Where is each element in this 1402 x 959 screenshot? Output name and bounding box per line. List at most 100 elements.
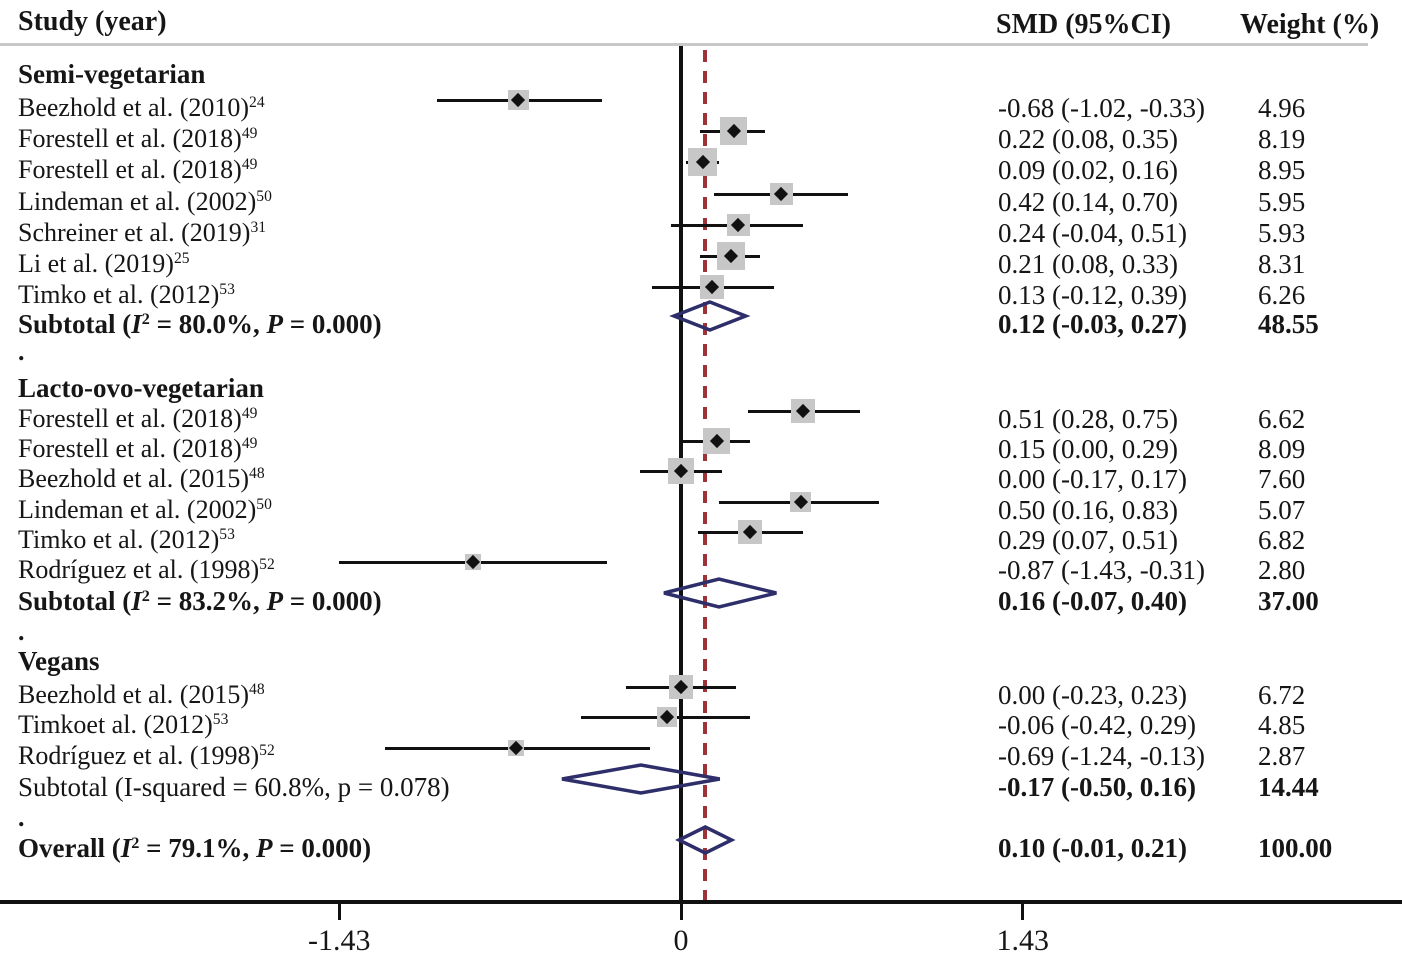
subtotal-label-text: P xyxy=(266,309,284,339)
overall-label-text: = 0.000) xyxy=(272,833,372,863)
group-header: Lacto-ovo-vegetarian xyxy=(18,372,264,404)
column-header-smd: SMD (95%CI) xyxy=(996,9,1171,40)
section-separator-dot-text: . xyxy=(18,337,25,366)
weight-value: 2.87 xyxy=(1258,740,1305,772)
study-label: Rodríguez et al. (1998)52 xyxy=(18,740,275,772)
smd-value: 0.29 (0.07, 0.51) xyxy=(998,524,1178,556)
axis-tick-label: 0 xyxy=(621,925,741,957)
overall-smd-value-text: 0.10 (-0.01, 0.21) xyxy=(998,833,1187,863)
axis-tick-label: 1.43 xyxy=(963,925,1083,957)
study-label-text: 49 xyxy=(241,125,258,143)
weight-value: 4.85 xyxy=(1258,709,1305,741)
study-label-text: Forestell et al. (2018) xyxy=(18,155,242,184)
study-label-text: 53 xyxy=(219,281,235,299)
smd-value-text: -0.68 (-1.02, -0.33) xyxy=(998,93,1205,123)
study-label-text: Li et al. (2019) xyxy=(18,249,174,278)
smd-value: -0.87 (-1.43, -0.31) xyxy=(998,554,1205,586)
weight-value: 5.95 xyxy=(1258,186,1305,218)
smd-value-text: 0.13 (-0.12, 0.39) xyxy=(998,280,1187,310)
weight-value-text: 5.93 xyxy=(1258,218,1306,248)
study-label: Forestell et al. (2018)49 xyxy=(18,123,257,155)
weight-value-text: 8.95 xyxy=(1258,155,1306,185)
subtotal-weight-value: 37.00 xyxy=(1258,585,1319,617)
subtotal-label-text: = 80.0%, xyxy=(149,309,267,339)
subtotal-smd-value: -0.17 (-0.50, 0.16) xyxy=(998,771,1196,803)
study-label-text: 48 xyxy=(249,681,265,699)
subtotal-weight-value-text: 48.55 xyxy=(1258,309,1319,339)
study-label-text: Forestell et al. (2018) xyxy=(18,124,242,153)
subtotal-diamond xyxy=(561,763,720,795)
weight-value-text: 6.62 xyxy=(1258,404,1306,434)
study-label-text: 49 xyxy=(241,435,258,453)
smd-value-text: 0.00 (-0.23, 0.23) xyxy=(998,680,1187,710)
subtotal-label: Subtotal (I2 = 80.0%, P = 0.000) xyxy=(18,308,382,340)
smd-value-text: -0.87 (-1.43, -0.31) xyxy=(998,555,1205,585)
study-label-text: 31 xyxy=(250,219,267,237)
weight-value-text: 2.80 xyxy=(1258,555,1306,585)
axis-tick xyxy=(679,904,683,920)
subtotal-label: Subtotal (I-squared = 60.8%, p = 0.078) xyxy=(18,771,450,803)
subtotal-weight-value: 14.44 xyxy=(1258,771,1319,803)
study-label-text: Schreiner et al. (2019) xyxy=(18,218,251,247)
study-label: Beezhold et al. (2015)48 xyxy=(18,679,265,711)
subtotal-weight-value-text: 14.44 xyxy=(1258,772,1319,802)
header-separator xyxy=(0,43,1368,46)
study-label-text: Beezhold et al. (2015) xyxy=(18,680,250,709)
overall-diamond xyxy=(674,825,736,855)
overall-diamond-shape xyxy=(674,825,736,855)
subtotal-label-text: 2 xyxy=(141,310,150,329)
column-header-study: Study (year) xyxy=(18,6,167,37)
study-label-text: Beezhold et al. (2010) xyxy=(18,93,250,122)
smd-value: 0.24 (-0.04, 0.51) xyxy=(998,217,1187,249)
weight-value-text: 2.87 xyxy=(1258,741,1306,771)
study-label-text: Lindeman et al. (2002) xyxy=(18,187,257,216)
overall-label-text: = 79.1%, xyxy=(139,833,256,863)
subtotal-label-text: P xyxy=(266,586,284,616)
study-label-text: 53 xyxy=(219,526,235,544)
section-separator-dot: . xyxy=(18,616,25,648)
group-header: Vegans xyxy=(18,645,100,677)
subtotal-diamond-shape xyxy=(663,577,778,609)
axis-tick-label: -1.43 xyxy=(279,925,399,957)
subtotal-label-text: I xyxy=(131,309,142,339)
subtotal-label-text: Subtotal (I-squared = 60.8%, p = 0.078) xyxy=(18,772,450,802)
study-label: Forestell et al. (2018)49 xyxy=(18,433,257,465)
weight-value: 6.62 xyxy=(1258,403,1305,435)
smd-value: -0.06 (-0.42, 0.29) xyxy=(998,709,1196,741)
overall-weight-value: 100.00 xyxy=(1258,832,1332,864)
axis-tick-label-text: 0 xyxy=(673,924,689,957)
study-label-text: 50 xyxy=(256,188,272,206)
subtotal-label-text: = 0.000) xyxy=(283,586,382,616)
group-header-text: Lacto-ovo-vegetarian xyxy=(18,373,264,403)
subtotal-smd-value-text: 0.16 (-0.07, 0.40) xyxy=(998,586,1187,616)
weight-value-text: 7.60 xyxy=(1258,464,1306,494)
overall-label-text: I xyxy=(120,833,132,863)
smd-value-text: 0.21 (0.08, 0.33) xyxy=(998,249,1178,279)
study-label-text: Timko et al. (2012) xyxy=(18,280,220,309)
study-label-text: 48 xyxy=(249,465,265,483)
smd-value: 0.00 (-0.23, 0.23) xyxy=(998,679,1187,711)
subtotal-smd-value: 0.12 (-0.03, 0.27) xyxy=(998,308,1187,340)
weight-value-text: 5.95 xyxy=(1258,187,1306,217)
section-separator-dot: . xyxy=(18,802,25,834)
weight-value: 8.95 xyxy=(1258,154,1305,186)
smd-value-text: 0.22 (0.08, 0.35) xyxy=(998,124,1178,154)
weight-value-text: 4.85 xyxy=(1258,710,1306,740)
study-label: Beezhold et al. (2010)24 xyxy=(18,92,265,124)
subtotal-smd-value-text: -0.17 (-0.50, 0.16) xyxy=(998,772,1196,802)
weight-value-text: 5.07 xyxy=(1258,495,1306,525)
smd-value-text: 0.29 (0.07, 0.51) xyxy=(998,525,1178,555)
section-separator-dot-text: . xyxy=(18,803,25,832)
weight-value: 6.72 xyxy=(1258,679,1305,711)
subtotal-diamond xyxy=(663,577,778,609)
study-label: Forestell et al. (2018)49 xyxy=(18,154,257,186)
study-label: Timko et al. (2012)53 xyxy=(18,279,235,311)
subtotal-weight-value-text: 37.00 xyxy=(1258,586,1319,616)
subtotal-diamond-shape xyxy=(669,300,751,332)
smd-value-text: 0.42 (0.14, 0.70) xyxy=(998,187,1178,217)
study-label-text: 50 xyxy=(256,496,272,514)
overall-label-text: 2 xyxy=(131,834,140,853)
weight-value: 5.93 xyxy=(1258,217,1305,249)
study-label-text: Rodríguez et al. (1998) xyxy=(18,555,260,584)
